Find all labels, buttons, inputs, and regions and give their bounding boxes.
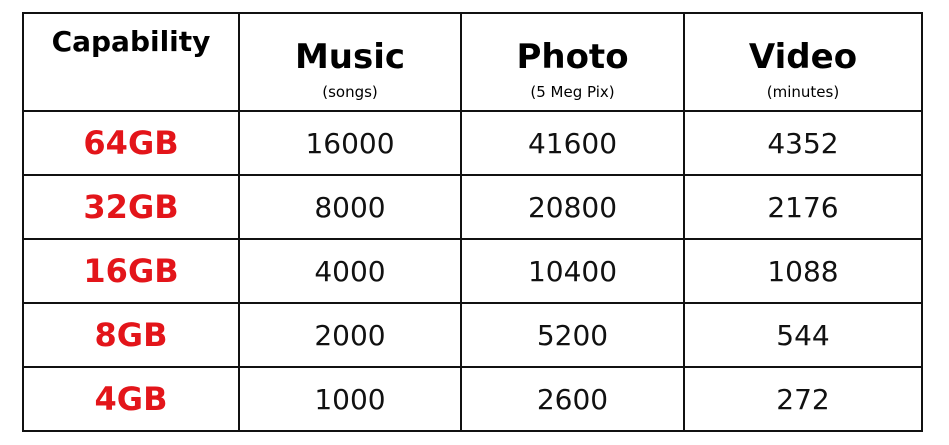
value-cell: 16000 xyxy=(238,110,462,176)
value-cell: 2000 xyxy=(238,302,462,368)
header-subtitle: (minutes) xyxy=(766,83,840,101)
value-cell: 10400 xyxy=(460,238,685,304)
value-cell: 2176 xyxy=(683,174,923,240)
value-cell: 272 xyxy=(683,366,923,432)
header-cell: Capability xyxy=(22,12,240,112)
value-cell: 1088 xyxy=(683,238,923,304)
capacity-label: 32GB xyxy=(22,174,240,240)
value-cell: 544 xyxy=(683,302,923,368)
capacity-label: 16GB xyxy=(22,238,240,304)
table-row: 32GB 8000 20800 2176 xyxy=(22,174,923,240)
header-title: Capability xyxy=(51,25,211,58)
header-cell: Video (minutes) xyxy=(683,12,923,112)
header-subtitle: (5 Meg Pix) xyxy=(530,83,615,101)
capacity-label: 64GB xyxy=(22,110,240,176)
capacity-table: Capability Music (songs) Photo (5 Meg Pix) Vi… xyxy=(22,12,923,432)
capacity-label: 8GB xyxy=(22,302,240,368)
value-cell: 8000 xyxy=(238,174,462,240)
value-cell: 2600 xyxy=(460,366,685,432)
value-cell: 1000 xyxy=(238,366,462,432)
header-subtitle: (songs) xyxy=(322,83,378,101)
table-row: 16GB 4000 10400 1088 xyxy=(22,238,923,304)
capacity-label: 4GB xyxy=(22,366,240,432)
value-cell: 4000 xyxy=(238,238,462,304)
table-row: 4GB 1000 2600 272 xyxy=(22,366,923,432)
header-title: Photo xyxy=(516,37,629,77)
header-row: Capability Music (songs) Photo (5 Meg Pix) Vi… xyxy=(22,12,923,112)
value-cell: 5200 xyxy=(460,302,685,368)
value-cell: 20800 xyxy=(460,174,685,240)
table-row: 8GB 2000 5200 544 xyxy=(22,302,923,368)
value-cell: 4352 xyxy=(683,110,923,176)
header-title: Video xyxy=(748,37,858,77)
header-cell: Music (songs) xyxy=(238,12,462,112)
value-cell: 41600 xyxy=(460,110,685,176)
table-body: 64GB 16000 41600 4352 32GB 8000 20800 2176 16GB 4… xyxy=(22,110,923,432)
header-cell: Photo (5 Meg Pix) xyxy=(460,12,685,112)
table-row: 64GB 16000 41600 4352 xyxy=(22,110,923,176)
header-title: Music xyxy=(294,37,406,77)
